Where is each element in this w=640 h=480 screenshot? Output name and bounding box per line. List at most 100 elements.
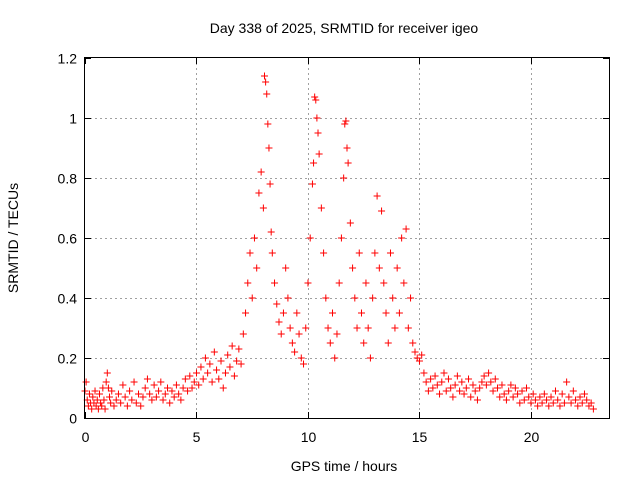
data-point [496,393,504,401]
data-point [509,393,517,401]
data-point [378,207,386,215]
data-point [536,393,544,401]
data-point [104,384,112,392]
data-point [545,402,553,410]
data-point [440,369,448,377]
x-tick-label: 10 [301,429,317,445]
data-point [489,387,497,395]
data-point [314,129,322,137]
data-point [233,357,241,365]
data-point [518,387,526,395]
data-point [208,378,216,386]
axis-ticks [85,58,609,419]
data-point [166,399,174,407]
data-point [100,396,108,404]
data-point [427,375,435,383]
data-point [391,324,399,332]
data-point [273,300,281,308]
data-point [502,396,510,404]
y-tick-label: 0.8 [58,171,78,187]
y-tick-label: 1 [69,111,77,127]
data-point [357,309,365,317]
data-point [308,180,316,188]
data-point [106,393,114,401]
data-point [313,114,321,122]
data-point [264,120,272,128]
data-point [204,369,212,377]
data-point [119,381,127,389]
data-point [291,348,299,356]
data-point [288,339,296,347]
data-point [284,294,292,302]
data-markers [81,72,597,413]
data-point [409,339,417,347]
data-point [179,384,187,392]
data-point [551,387,559,395]
data-point [362,279,370,287]
data-point [148,396,156,404]
data-point [572,396,580,404]
x-tick-labels: 0 5 10 15 20 [82,429,540,445]
data-point [262,78,270,86]
data-point [150,381,158,389]
data-point [164,384,172,392]
y-tick-label: 0.4 [58,291,78,307]
data-point [574,402,582,410]
data-point [286,324,294,332]
data-point [275,318,283,326]
data-point [556,402,564,410]
data-point [102,378,110,386]
data-point [375,264,383,272]
data-point [418,351,426,359]
data-point [315,150,323,158]
data-point [543,396,551,404]
data-point [429,384,437,392]
data-point [351,294,359,302]
data-point [500,390,508,398]
data-point [89,393,97,401]
data-point [485,369,493,377]
data-point [531,396,539,404]
data-point [108,387,116,395]
data-point [576,393,584,401]
data-point [342,117,350,125]
data-point [453,372,461,380]
data-point [300,360,308,368]
x-tick-label: 5 [193,429,201,445]
data-point [549,399,557,407]
data-point [195,381,203,389]
data-point [467,393,475,401]
data-point [255,189,263,197]
data-point [507,381,515,389]
data-point [282,264,290,272]
data-point [279,309,287,317]
data-point [554,396,562,404]
data-point [589,405,597,413]
data-point [244,279,252,287]
data-point [487,378,495,386]
data-point [353,324,361,332]
data-point [373,192,381,200]
data-point [469,381,477,389]
data-point [407,294,415,302]
data-point [527,399,535,407]
data-point [94,405,102,413]
data-point [424,387,432,395]
data-point [311,93,319,101]
data-point [259,204,267,212]
data-point [460,390,468,398]
data-point [128,396,136,404]
data-point [277,330,285,338]
data-point [471,387,479,395]
data-point [337,234,345,242]
data-point [170,393,178,401]
x-tick-label: 15 [412,429,428,445]
data-point [411,348,419,356]
data-point [349,264,357,272]
data-point [480,372,488,380]
data-point [458,378,466,386]
y-tick-label: 0.6 [58,231,78,247]
data-point [139,393,147,401]
data-point [520,396,528,404]
data-point [436,390,444,398]
